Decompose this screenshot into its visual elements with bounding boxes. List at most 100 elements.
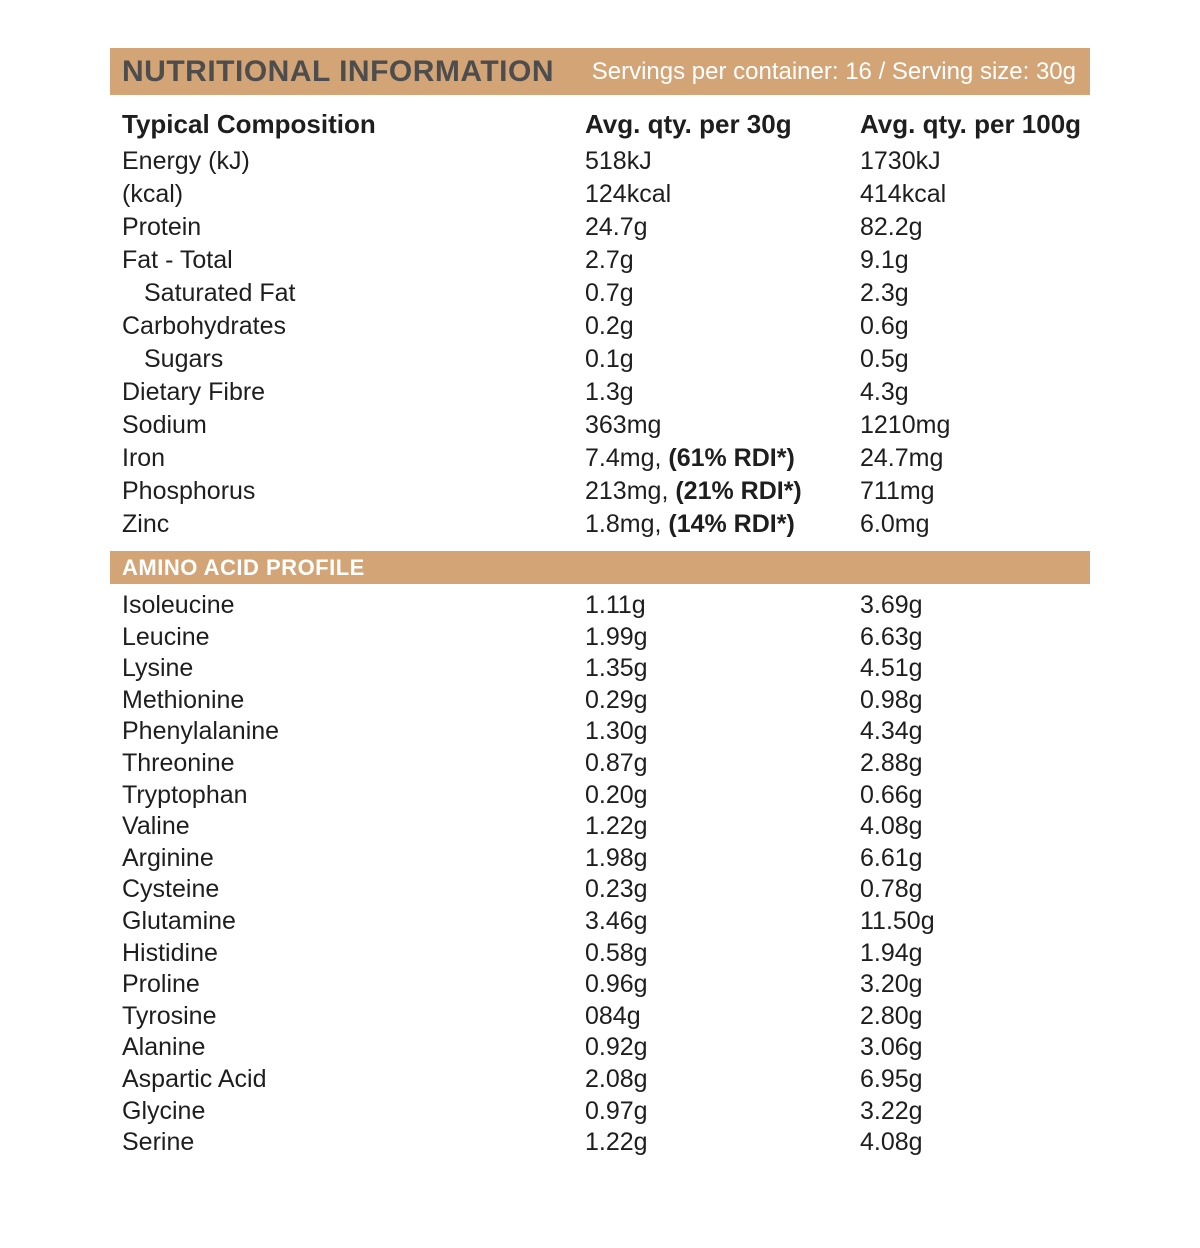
table-row: Proline 0.96g 3.20g: [110, 969, 1090, 1001]
value-per-100g: 1210mg: [860, 411, 951, 439]
table-row: Methionine 0.29g 0.98g: [110, 685, 1090, 717]
column-header-composition: Typical Composition: [122, 109, 376, 139]
nutrient-label: Protein: [122, 213, 202, 241]
nutrition-panel: NUTRITIONAL INFORMATION Servings per con…: [110, 48, 1090, 1159]
table-row: (kcal) 124kcal 414kcal: [110, 178, 1090, 211]
value-per-100g: 6.0mg: [860, 510, 930, 538]
value-per-100g: 2.3g: [860, 279, 909, 307]
value-per-30g: 3.46g: [585, 906, 648, 935]
value-per-30g: 0.29g: [585, 685, 648, 714]
value-per-30g: 1.3g: [585, 378, 634, 406]
nutrient-label: Fat - Total: [122, 246, 233, 274]
table-row: Energy (kJ) 518kJ 1730kJ: [110, 145, 1090, 178]
value-per-30g: 0.20g: [585, 780, 648, 809]
value-per-100g: 4.34g: [860, 717, 923, 746]
nutrient-label: Valine: [122, 812, 190, 841]
value-per-30g: 213mg, (21% RDI*): [585, 477, 802, 505]
value-per-100g: 9.1g: [860, 246, 909, 274]
amino-acid-section-bar: AMINO ACID PROFILE: [110, 551, 1090, 584]
value-per-30g: 0.92g: [585, 1033, 648, 1062]
value-per-30g: 0.23g: [585, 875, 648, 904]
value-per-100g: 1.94g: [860, 938, 923, 967]
rdi-value: (61% RDI*): [668, 444, 795, 472]
table-row: Sugars 0.1g 0.5g: [110, 343, 1090, 376]
nutrient-label: Iron: [122, 444, 166, 472]
value-per-100g: 0.5g: [860, 345, 909, 373]
table-row: Sodium 363mg 1210mg: [110, 409, 1090, 442]
table-row: Tyrosine 084g 2.80g: [110, 1001, 1090, 1033]
value-per-30g: 084g: [585, 1001, 641, 1030]
value-per-30g: 124kcal: [585, 180, 672, 208]
nutrient-label: Aspartic Acid: [122, 1064, 267, 1093]
table-row: Carbohydrates 0.2g 0.6g: [110, 310, 1090, 343]
value-per-100g: 6.95g: [860, 1064, 923, 1093]
value-per-100g: 4.08g: [860, 1128, 923, 1157]
amino-acid-section-title: AMINO ACID PROFILE: [122, 554, 365, 580]
value-per-30g: 2.7g: [585, 246, 634, 274]
nutrient-label: Phosphorus: [122, 477, 256, 505]
table-row: Phenylalanine 1.30g 4.34g: [110, 716, 1090, 748]
nutrient-label: Sugars: [144, 345, 224, 373]
nutrient-label: Saturated Fat: [144, 279, 296, 307]
value-per-100g: 82.2g: [860, 213, 923, 241]
nutrient-label: Threonine: [122, 748, 235, 777]
nutrient-label: Glutamine: [122, 906, 236, 935]
table-row: Alanine 0.92g 3.06g: [110, 1032, 1090, 1064]
nutrient-label: Tyrosine: [122, 1001, 217, 1030]
table-row: Glycine 0.97g 3.22g: [110, 1096, 1090, 1128]
nutrient-label: Glycine: [122, 1096, 206, 1125]
nutrient-label: Arginine: [122, 843, 214, 872]
value-per-100g: 414kcal: [860, 180, 947, 208]
nutrient-label: Cysteine: [122, 875, 220, 904]
value-per-30g: 1.98g: [585, 843, 648, 872]
value-per-30g: 518kJ: [585, 147, 652, 175]
value-per-30g: 24.7g: [585, 213, 648, 241]
value-per-100g: 6.61g: [860, 843, 923, 872]
value-per-30g: 363mg: [585, 411, 662, 439]
value-per-100g: 711mg: [860, 477, 935, 505]
nutrient-label: Tryptophan: [122, 780, 248, 809]
nutrient-label: Serine: [122, 1128, 195, 1157]
value-per-30g: 1.99g: [585, 622, 648, 651]
value-per-30g: 0.7g: [585, 279, 634, 307]
value-per-30g: 2.08g: [585, 1064, 648, 1093]
table-row: Saturated Fat 0.7g 2.3g: [110, 277, 1090, 310]
table-row: Protein 24.7g 82.2g: [110, 211, 1090, 244]
value-per-30g: 0.97g: [585, 1096, 648, 1125]
nutrient-label: Energy (kJ): [122, 147, 250, 175]
nutrient-label: Histidine: [122, 938, 218, 967]
rdi-value: (21% RDI*): [675, 477, 802, 505]
table-row: Iron 7.4mg, (61% RDI*) 24.7mg: [110, 442, 1090, 475]
value-per-30g: 0.96g: [585, 970, 648, 999]
column-headers: Typical Composition Avg. qty. per 30g Av…: [110, 109, 1090, 139]
nutrient-label: Lysine: [122, 654, 194, 683]
value-per-100g: 3.69g: [860, 591, 923, 619]
table-row: Cysteine 0.23g 0.78g: [110, 874, 1090, 906]
nutrient-label: Leucine: [122, 622, 210, 651]
value-per-100g: 1730kJ: [860, 147, 941, 175]
nutrient-label: (kcal): [122, 180, 184, 208]
table-row: Arginine 1.98g 6.61g: [110, 843, 1090, 875]
value-per-100g: 2.80g: [860, 1001, 923, 1030]
table-row: Zinc 1.8mg, (14% RDI*) 6.0mg: [110, 508, 1090, 541]
nutrient-label: Zinc: [122, 510, 170, 538]
value-per-30g: 1.35g: [585, 654, 648, 683]
value-per-30g: 0.87g: [585, 748, 648, 777]
value-per-100g: 4.08g: [860, 812, 923, 841]
value-per-100g: 11.50g: [860, 906, 935, 935]
rdi-value: (14% RDI*): [668, 510, 795, 538]
value-per-100g: 0.78g: [860, 875, 923, 904]
nutrient-label: Methionine: [122, 685, 245, 714]
column-header-per-30g: Avg. qty. per 30g: [585, 109, 792, 139]
table-row: Serine 1.22g 4.08g: [110, 1127, 1090, 1159]
value-per-100g: 0.6g: [860, 312, 909, 340]
value-per-100g: 4.51g: [860, 654, 923, 683]
table-row: Histidine 0.58g 1.94g: [110, 938, 1090, 970]
amino-acid-table: Isoleucine 1.11g 3.69g Leucine 1.99g 6.63g Lys…: [110, 590, 1090, 1159]
table-row: Tryptophan 0.20g 0.66g: [110, 780, 1090, 812]
value-per-30g: 1.8mg, (14% RDI*): [585, 510, 795, 538]
value-per-30g: 1.22g: [585, 812, 648, 841]
value-per-30g: 0.2g: [585, 312, 634, 340]
nutrient-label: Isoleucine: [122, 591, 235, 619]
header-bar: NUTRITIONAL INFORMATION Servings per con…: [110, 48, 1090, 95]
